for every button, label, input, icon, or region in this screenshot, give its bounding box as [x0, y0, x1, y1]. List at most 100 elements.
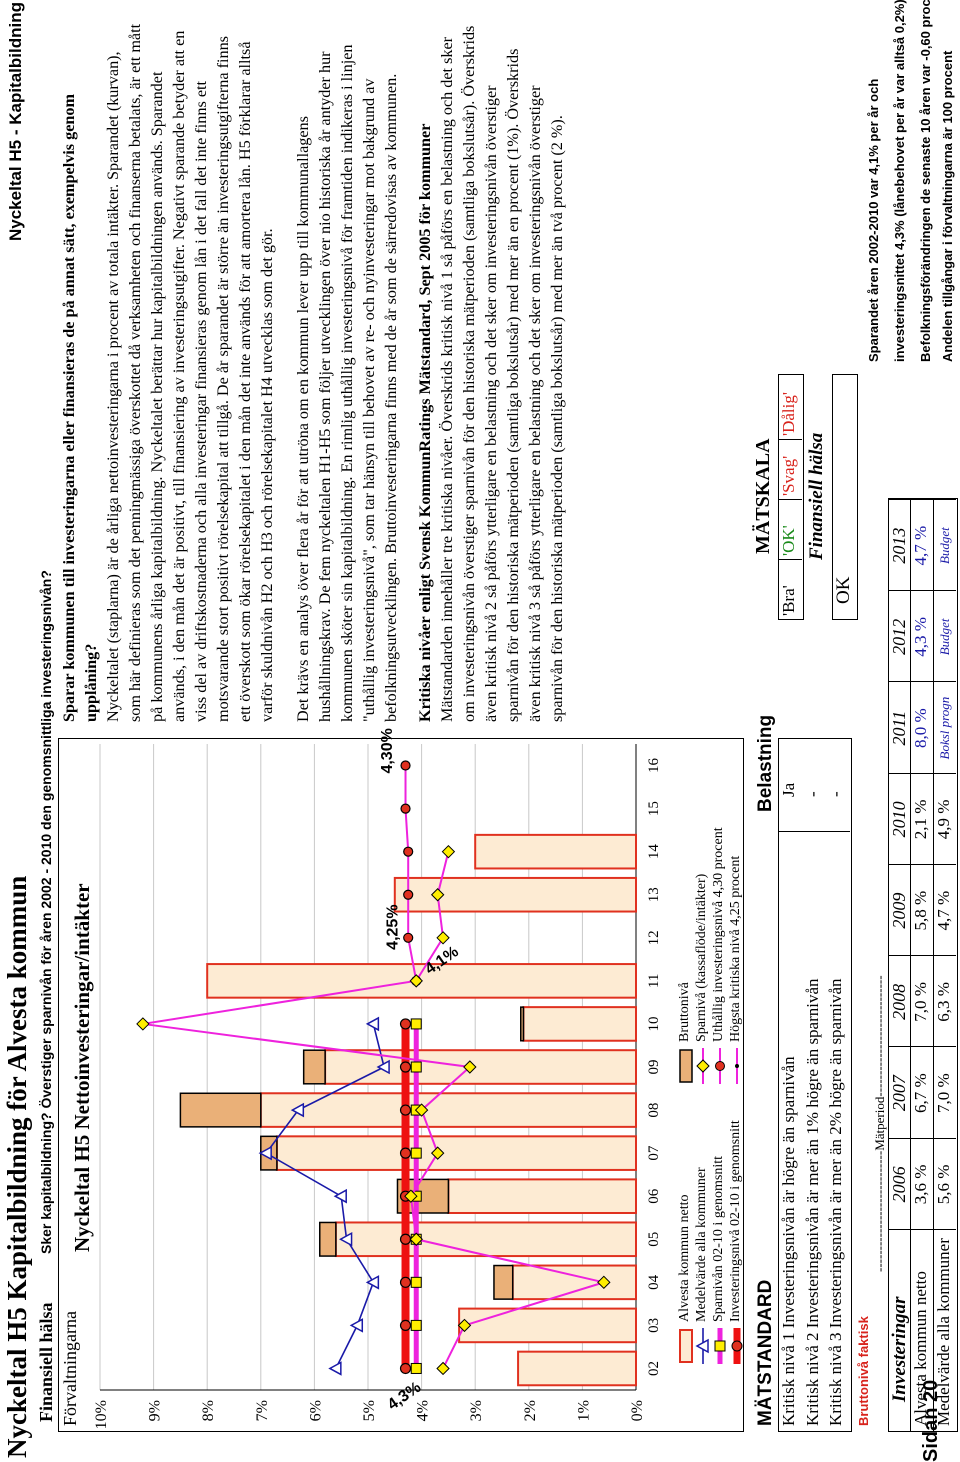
bar-alvesta-netto: [275, 1135, 637, 1171]
scale-level-3: 'Dålig': [779, 392, 798, 436]
point-sparniva-snitt: [410, 1362, 422, 1374]
point-investering-snitt: [399, 1104, 412, 1116]
chart-annotation: 4,30%: [379, 728, 396, 773]
y-tick-label: 9%: [147, 1400, 164, 1421]
point-sparniva: [597, 1275, 611, 1290]
point-investering-snitt: [399, 1362, 412, 1375]
table-cell: 4,7 %: [911, 525, 930, 566]
point-sparniva: [136, 1017, 150, 1031]
y-tick-label: 6%: [307, 1400, 324, 1421]
point-medelvarde: [328, 1361, 342, 1376]
point-sparniva: [436, 931, 450, 945]
table-cell: 4,3 %: [911, 617, 930, 657]
question: Sparar kommunen till investeringarna ell…: [60, 93, 100, 722]
belastning-heading: Belastning: [755, 714, 776, 812]
point-medelvarde: [349, 1318, 364, 1333]
point-sparniva-snitt: [410, 1147, 422, 1159]
point-sparniva: [430, 1146, 445, 1160]
top-right-label: Nyckeltal H5 - Kapitalbildning: [6, 2, 25, 241]
bar-alvesta-netto: [334, 1221, 637, 1258]
bar-alvesta-netto: [458, 1307, 637, 1344]
table-cell: Budget: [937, 527, 952, 565]
x-tick-label: 15: [646, 801, 662, 816]
point-medelvarde: [365, 1275, 380, 1290]
bar-brutto: [179, 1092, 262, 1128]
point-uthallig: [403, 889, 414, 900]
point-medelvarde: [258, 1145, 272, 1161]
point-sparniva: [409, 974, 423, 988]
x-tick-label: 09: [646, 1060, 662, 1075]
bar-brutto: [319, 1221, 337, 1257]
bar-alvesta-netto: [474, 833, 638, 870]
point-sparniva: [409, 1232, 423, 1246]
matskala-heading: MÄTSKALA: [752, 438, 774, 554]
paragraph-3: Mätstandarden innehåller tre kritiska ni…: [438, 25, 566, 722]
y-tick-label: 5%: [361, 1400, 378, 1421]
point-medelvarde: [376, 1059, 390, 1075]
year-header: 2006: [889, 1166, 909, 1203]
bar-alvesta-netto: [522, 1006, 637, 1042]
critical-level-1: Kritisk nivå 1 Investeringsnivån är högr…: [779, 1056, 798, 1426]
note-1: Sparandet åren 2002-2010 var 4,1% per år…: [866, 78, 881, 362]
table-cell: 8,0 %: [911, 708, 930, 748]
point-investering-snitt: [399, 1233, 412, 1245]
point-investering-snitt: [399, 1061, 412, 1073]
critical-level-3-value: -: [826, 791, 845, 797]
y-tick-label: 3%: [468, 1400, 485, 1421]
bar-alvesta-netto: [447, 1178, 637, 1214]
x-tick-label: 03: [646, 1318, 662, 1333]
critical-level-1-value: Ja: [779, 782, 798, 797]
x-tick-label: 12: [646, 930, 662, 945]
note-3: Befolkningsförändringen de senaste 10 år…: [918, 0, 933, 362]
x-tick-label: 04: [646, 1274, 662, 1290]
y-tick-label: 1%: [575, 1400, 592, 1421]
matskala-result: OK: [833, 576, 854, 604]
x-tick-label: 16: [646, 758, 662, 774]
point-uthallig: [400, 803, 411, 814]
point-sparniva-snitt: [410, 1276, 422, 1288]
table-cell: 6,3 %: [934, 982, 953, 1022]
table-cell: 5,6 %: [934, 1164, 953, 1205]
point-investering-snitt: [399, 1319, 412, 1331]
matskala-subheading: Finansiell hälsa: [806, 432, 827, 560]
x-tick-label: 05: [646, 1232, 662, 1247]
note-2: investeringsnittet 4,3% (lånebehovet per…: [892, 0, 907, 362]
paragraph-2: Det krävs en analys över flera år för at…: [294, 44, 400, 722]
x-tick-label: 07: [646, 1145, 662, 1161]
x-tick-label: 08: [646, 1103, 662, 1118]
point-medelvarde: [333, 1188, 347, 1204]
critical-level-2: Kritisk nivå 2 Investeringsnivån är mer …: [802, 978, 822, 1426]
legend-hogsta-kritiska-symbol: [735, 1048, 739, 1084]
bar-brutto: [493, 1264, 514, 1300]
point-sparniva: [414, 1103, 429, 1117]
legend-sparniva-snitt-symbol: [714, 1328, 726, 1364]
y-tick-label: 0%: [629, 1400, 646, 1421]
point-investering-snitt: [399, 1276, 412, 1288]
paragraph-1: Nyckeltalet (staplarna) är de årliga net…: [104, 23, 276, 722]
table-cell: 6,7 %: [911, 1073, 930, 1113]
table-row-label: Alvesta kommun netto: [911, 1271, 930, 1426]
legend-brutto-label: Bruttonivå: [677, 982, 692, 1042]
legend-sparniva-label: Sparnivå (kassaflöde/intäkter): [694, 873, 709, 1042]
legend-hogsta-kritiska-label: Högsta kritiska nivå 4,25 procent: [728, 855, 743, 1042]
table-cell: 4,7 %: [934, 890, 953, 931]
bar-brutto: [520, 1006, 525, 1042]
x-tick-label: 02: [646, 1361, 662, 1376]
year-header: 2013: [889, 527, 909, 564]
legend-investering-snitt-label: Investeringsnivå 02-10 i genomsnitt: [728, 1120, 743, 1322]
text-column: Sparar kommunen till investeringarna ell…: [58, 22, 568, 722]
point-medelvarde: [338, 1232, 353, 1247]
chart-annotation: 4,25%: [384, 904, 401, 949]
legend-medelvarde-label: Medelvärde alla kommuner: [694, 1167, 709, 1322]
period-label: ----------------------------Mätperiod---…: [872, 975, 887, 1272]
legend-brutto-symbol: [679, 1049, 693, 1083]
point-sparniva-snitt: [410, 1018, 422, 1030]
x-tick-label: 11: [646, 974, 662, 988]
point-sparniva: [430, 888, 445, 902]
x-tick-label: 14: [646, 844, 662, 860]
critical-level-2-value: -: [802, 791, 822, 797]
legend-sparniva-snitt-label: Sparnivån 02-10 i genomsnitt: [711, 1155, 726, 1322]
point-sparniva: [404, 1189, 418, 1203]
year-header: 2008: [889, 983, 909, 1020]
scale-level-2: 'Svag': [779, 455, 798, 496]
